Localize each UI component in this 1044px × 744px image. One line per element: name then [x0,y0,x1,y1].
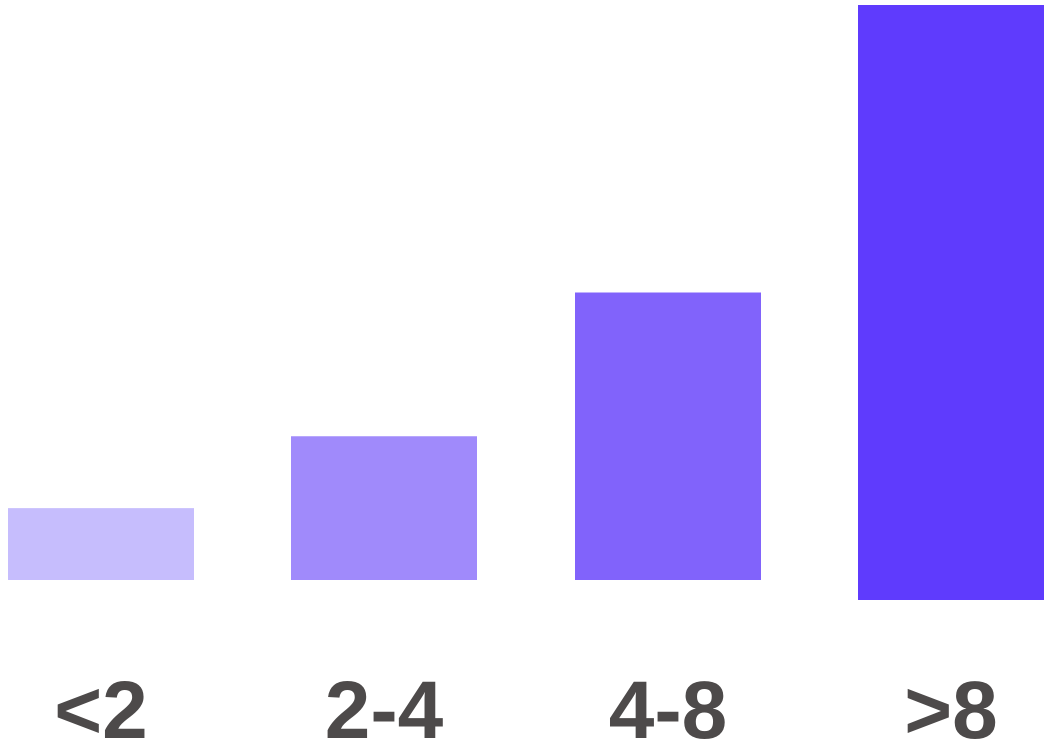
category-label-0: <2 [54,665,148,744]
category-labels-group: <2 2-4 4-8 >8 [54,665,998,744]
bar-0 [8,508,194,580]
category-label-1: 2-4 [325,665,444,744]
bars-group [8,5,1044,600]
bar-1 [291,436,477,580]
category-label-2: 4-8 [609,665,728,744]
bar-3 [858,5,1044,600]
category-label-3: >8 [904,665,998,744]
bar-2 [575,292,761,580]
